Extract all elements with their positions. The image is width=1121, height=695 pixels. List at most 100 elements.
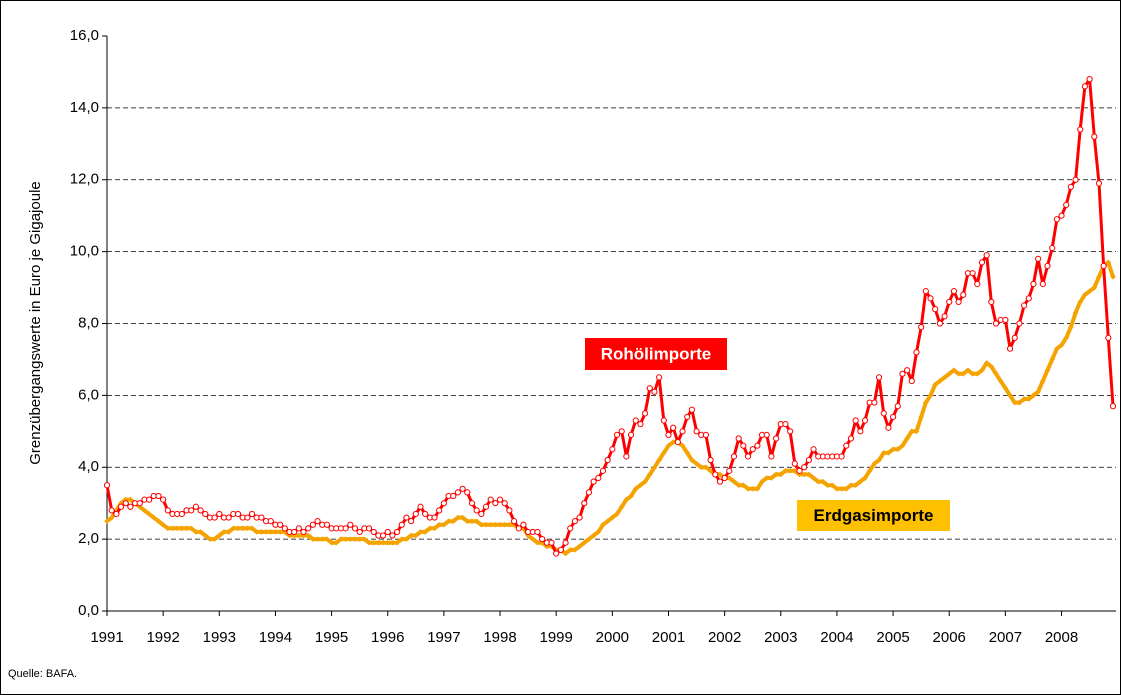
- data-point: [263, 529, 269, 535]
- series-label-box: [797, 500, 950, 531]
- data-point: [735, 435, 742, 442]
- data-point: [792, 468, 798, 474]
- data-point: [871, 399, 878, 406]
- data-point: [763, 475, 770, 481]
- data-point: [773, 435, 780, 442]
- data-point: [689, 457, 695, 463]
- data-point: [146, 496, 153, 503]
- data-point: [1025, 396, 1032, 402]
- y-tick-label: 2,0: [78, 530, 99, 547]
- data-point: [890, 446, 896, 453]
- data-point: [955, 298, 962, 306]
- data-point: [801, 464, 808, 471]
- x-tick-label: 1996: [371, 629, 404, 646]
- data-point: [1016, 320, 1023, 327]
- data-point: [427, 525, 433, 532]
- data-point: [408, 518, 415, 525]
- data-point: [469, 518, 475, 524]
- data-point: [960, 371, 967, 377]
- data-point: [365, 525, 373, 532]
- data-point: [1007, 392, 1013, 399]
- data-point: [857, 478, 864, 485]
- data-point: [165, 525, 171, 532]
- data-point: [398, 536, 405, 542]
- data-point: [431, 525, 438, 532]
- data-point: [258, 514, 265, 521]
- data-point: [1091, 284, 1098, 291]
- data-point: [1091, 133, 1098, 140]
- data-point: [389, 539, 396, 546]
- data-point: [894, 403, 901, 410]
- data-point: [291, 528, 298, 536]
- data-point: [983, 360, 990, 366]
- data-point: [885, 450, 892, 456]
- x-tick-label: 1995: [315, 629, 348, 646]
- data-point: [534, 528, 541, 536]
- data-point: [286, 532, 293, 539]
- data-point: [351, 525, 359, 532]
- data-point: [1020, 302, 1028, 309]
- data-point: [394, 528, 401, 536]
- data-point: [160, 521, 166, 528]
- data-point: [454, 489, 462, 496]
- data-point: [193, 529, 199, 535]
- data-point: [749, 446, 756, 453]
- data-point: [267, 518, 274, 525]
- data-point: [857, 428, 864, 435]
- data-point: [122, 500, 129, 507]
- data-point: [192, 503, 200, 510]
- data-point: [501, 500, 508, 507]
- data-point: [197, 529, 204, 535]
- data-point: [848, 482, 854, 489]
- data-point: [609, 514, 616, 521]
- data-point: [745, 486, 751, 492]
- data-point: [983, 252, 990, 259]
- data-point: [300, 528, 307, 536]
- data-point: [248, 510, 256, 518]
- y-tick-label: 16,0: [70, 27, 99, 44]
- data-point: [763, 431, 770, 439]
- data-point: [974, 371, 981, 377]
- data-point: [239, 525, 246, 532]
- data-point: [946, 298, 953, 306]
- data-point: [922, 288, 929, 295]
- data-point: [1100, 262, 1107, 270]
- data-point: [665, 431, 672, 439]
- data-point: [988, 298, 995, 306]
- data-point: [801, 471, 807, 478]
- data-point: [843, 442, 850, 449]
- data-point: [997, 378, 1004, 384]
- data-point: [473, 507, 480, 514]
- data-point: [1040, 378, 1046, 384]
- data-point: [309, 521, 316, 528]
- data-point: [323, 521, 331, 528]
- source-note: Quelle: BAFA.: [8, 668, 77, 680]
- data-point: [932, 381, 938, 388]
- data-point: [436, 507, 443, 514]
- data-point: [684, 450, 691, 456]
- data-point: [824, 482, 831, 489]
- data-point: [1002, 316, 1009, 324]
- data-point: [389, 532, 396, 539]
- x-tick-label: 1999: [540, 629, 573, 646]
- data-point: [291, 532, 297, 539]
- data-point: [679, 428, 686, 435]
- data-point: [782, 468, 789, 474]
- data-point: [950, 288, 958, 295]
- data-point: [1011, 334, 1018, 341]
- data-point: [515, 525, 522, 532]
- data-point: [1105, 259, 1112, 266]
- data-point: [731, 478, 737, 485]
- data-point: [164, 507, 171, 514]
- data-point: [188, 525, 195, 532]
- data-point: [417, 503, 424, 510]
- data-point: [492, 521, 499, 528]
- data-point: [103, 482, 111, 489]
- data-point: [496, 496, 504, 503]
- data-point: [202, 510, 209, 518]
- data-point: [782, 421, 789, 428]
- data-point: [356, 536, 363, 542]
- data-point: [356, 528, 363, 536]
- data-point: [520, 521, 527, 528]
